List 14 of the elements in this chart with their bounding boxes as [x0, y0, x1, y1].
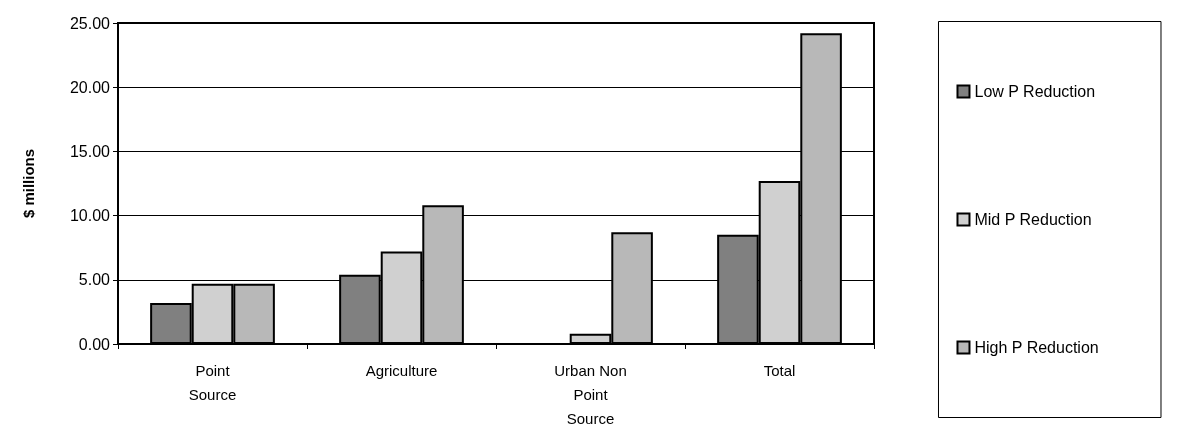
legend-label: High P Reduction — [974, 339, 1099, 356]
y-tick-label: 15.00 — [69, 142, 111, 160]
x-tick-label: Total — [763, 361, 796, 379]
y-tick-label: 25.00 — [69, 14, 111, 32]
legend-label: Mid P Reduction — [974, 211, 1092, 228]
x-tick-label: Urban Non Point Source — [554, 361, 627, 427]
y-tick-label: 20.00 — [69, 78, 111, 96]
y-tick-label: 0.00 — [78, 335, 111, 353]
legend-label: Low P Reduction — [974, 83, 1096, 100]
x-tick-label: Agriculture — [365, 361, 438, 379]
y-tick-label: 5.00 — [78, 271, 111, 289]
y-axis-title: $ millions — [20, 148, 37, 219]
x-tick-label: Point Source — [188, 361, 237, 403]
y-tick-label: 10.00 — [69, 207, 111, 225]
